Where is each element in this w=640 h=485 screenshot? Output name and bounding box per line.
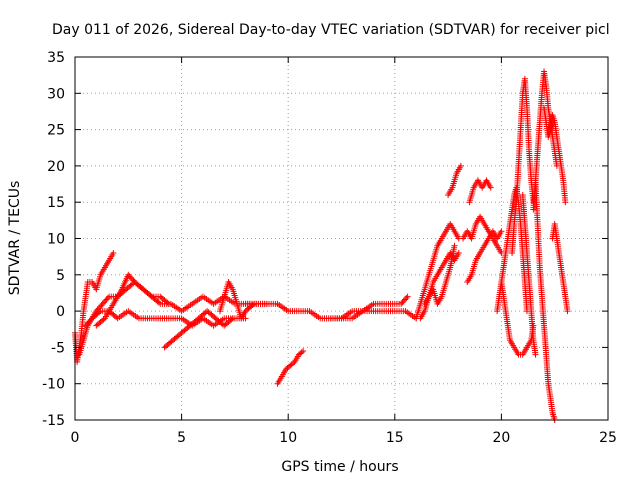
data-point	[125, 271, 132, 278]
data-point	[99, 300, 106, 307]
data-point	[147, 292, 154, 299]
x-tick-label: 20	[492, 430, 510, 446]
data-point	[85, 319, 92, 326]
data-point	[155, 299, 162, 306]
data-point	[457, 162, 464, 169]
x-tick-label: 25	[599, 430, 617, 446]
data-point	[398, 300, 405, 307]
x-tick-label: 15	[386, 430, 404, 446]
data-point	[487, 184, 494, 191]
y-tick-label: 0	[56, 304, 65, 320]
data-point	[100, 299, 107, 306]
data-point	[562, 199, 569, 206]
chart-title: Day 011 of 2026, Sidereal Day-to-day VTE…	[52, 22, 610, 38]
y-tick-label: 15	[47, 195, 65, 211]
data-point	[403, 295, 410, 302]
data-point	[130, 277, 137, 284]
y-tick-label: -10	[42, 377, 65, 393]
y-tick-label: 5	[56, 268, 65, 284]
axis-ticks: 0 5 10 15 20 25 -15 -10 -5 0 5 10 15 20 25 30 35	[42, 50, 617, 446]
data-point	[451, 242, 458, 249]
y-tick-label: 35	[47, 50, 65, 66]
x-tick-label: 10	[279, 430, 297, 446]
data-point	[249, 302, 256, 309]
data-point	[104, 295, 111, 302]
data-point	[400, 297, 407, 304]
x-axis-label: GPS time / hours	[281, 459, 398, 475]
y-tick-label: -15	[42, 413, 65, 429]
data-point	[228, 316, 235, 323]
data-point	[110, 250, 117, 257]
data-point	[86, 318, 93, 325]
y-tick-label: -5	[51, 340, 65, 356]
data-points	[72, 68, 571, 423]
y-tick-label: 20	[47, 159, 65, 175]
data-point	[129, 276, 136, 283]
data-point	[290, 360, 297, 367]
x-tick-label: 0	[71, 430, 80, 446]
data-point	[498, 228, 505, 235]
data-point	[96, 309, 103, 316]
data-point	[82, 322, 89, 329]
y-tick-label: 30	[47, 86, 65, 102]
y-tick-label: 25	[47, 123, 65, 139]
data-point	[102, 297, 109, 304]
data-point	[126, 273, 133, 280]
data-point	[127, 274, 134, 281]
y-tick-label: 10	[47, 232, 65, 248]
data-point	[455, 250, 462, 257]
data-point	[98, 302, 105, 309]
data-point	[399, 299, 406, 306]
data-point	[100, 316, 107, 323]
x-tick-label: 5	[177, 430, 186, 446]
data-point	[83, 321, 90, 328]
data-point	[103, 296, 110, 303]
data-point	[300, 348, 307, 355]
y-axis-label: SDTVAR / TECUs	[7, 181, 23, 296]
data-point	[164, 299, 171, 306]
data-point	[402, 296, 409, 303]
data-point	[564, 308, 571, 315]
data-point	[298, 349, 305, 356]
data-point	[165, 300, 172, 307]
data-point	[87, 316, 94, 323]
data-point	[229, 315, 236, 322]
data-point	[404, 293, 411, 300]
data-point	[532, 351, 539, 358]
